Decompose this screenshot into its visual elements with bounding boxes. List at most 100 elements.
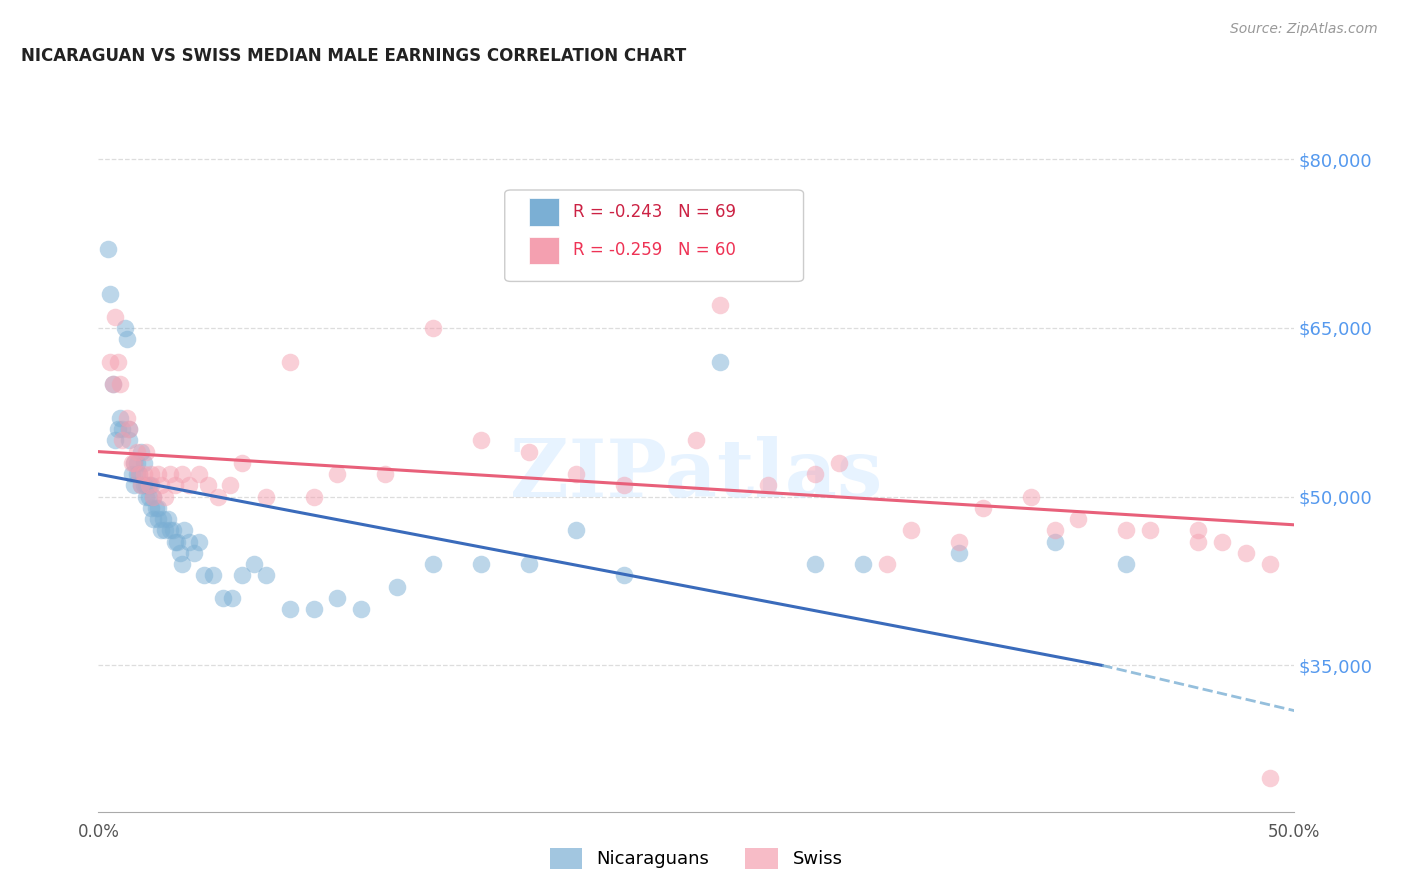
Point: [142, 490, 165, 504]
Point: [1258, 771, 1281, 785]
Point: [121, 467, 143, 482]
Point: [131, 444, 153, 458]
Point: [1043, 524, 1066, 538]
Point: [124, 478, 146, 492]
Bar: [529, 236, 558, 264]
Point: [1234, 546, 1257, 560]
Point: [326, 467, 349, 482]
Point: [613, 478, 636, 492]
Point: [101, 377, 124, 392]
Point: [142, 512, 165, 526]
Point: [97, 242, 120, 256]
Point: [131, 478, 153, 492]
Point: [385, 580, 409, 594]
Point: [104, 310, 127, 324]
Point: [149, 478, 172, 492]
FancyBboxPatch shape: [505, 190, 804, 282]
Point: [221, 591, 243, 605]
Point: [243, 557, 266, 571]
Point: [115, 410, 138, 425]
Point: [124, 456, 146, 470]
Point: [121, 456, 143, 470]
Point: [211, 591, 233, 605]
Point: [197, 478, 219, 492]
Point: [142, 490, 165, 504]
Point: [231, 456, 253, 470]
Point: [470, 434, 492, 448]
Point: [422, 557, 444, 571]
Point: [900, 524, 922, 538]
Point: [685, 434, 707, 448]
Point: [193, 568, 215, 582]
Point: [709, 298, 731, 312]
Point: [1067, 512, 1090, 526]
Point: [1187, 524, 1209, 538]
Point: [1211, 534, 1233, 549]
Point: [166, 534, 188, 549]
Point: [183, 546, 205, 560]
Point: [254, 568, 277, 582]
Point: [138, 478, 160, 492]
Point: [135, 478, 157, 492]
Point: [187, 534, 209, 549]
Point: [804, 557, 827, 571]
Point: [219, 478, 242, 492]
Point: [709, 354, 731, 368]
Point: [470, 557, 492, 571]
Point: [179, 534, 201, 549]
Point: [1043, 534, 1066, 549]
Point: [852, 557, 875, 571]
Point: [149, 524, 172, 538]
Point: [948, 534, 970, 549]
Point: [155, 490, 177, 504]
Point: [148, 500, 170, 515]
Point: [155, 524, 177, 538]
Point: [163, 534, 186, 549]
Point: [159, 524, 181, 538]
Point: [108, 377, 131, 392]
Point: [374, 467, 396, 482]
Point: [172, 557, 194, 571]
Point: [948, 546, 970, 560]
Point: [302, 602, 325, 616]
Point: [139, 467, 162, 482]
Point: [517, 444, 540, 458]
Point: [804, 467, 827, 482]
Point: [128, 467, 150, 482]
Point: [828, 456, 851, 470]
Point: [145, 500, 167, 515]
Point: [132, 467, 155, 482]
Point: [565, 467, 588, 482]
Point: [1115, 524, 1137, 538]
Point: [179, 478, 201, 492]
Point: [1115, 557, 1137, 571]
Point: [422, 321, 444, 335]
Text: R = -0.259   N = 60: R = -0.259 N = 60: [572, 242, 735, 260]
Point: [1019, 490, 1042, 504]
Point: [148, 467, 170, 482]
Point: [159, 467, 181, 482]
Point: [565, 524, 588, 538]
Point: [118, 434, 141, 448]
Point: [172, 467, 194, 482]
Point: [131, 478, 153, 492]
Point: [756, 478, 779, 492]
Point: [613, 568, 636, 582]
Point: [128, 467, 150, 482]
Point: [156, 512, 179, 526]
Point: [231, 568, 253, 582]
Point: [135, 490, 157, 504]
Point: [132, 478, 155, 492]
Point: [138, 490, 160, 504]
Point: [108, 410, 131, 425]
Point: [326, 591, 349, 605]
Text: ZIPatlas: ZIPatlas: [510, 436, 882, 515]
Point: [107, 422, 129, 436]
Point: [152, 512, 174, 526]
Point: [125, 444, 148, 458]
Point: [135, 444, 157, 458]
Point: [118, 422, 141, 436]
Point: [1139, 524, 1161, 538]
Point: [207, 490, 229, 504]
Point: [101, 377, 124, 392]
